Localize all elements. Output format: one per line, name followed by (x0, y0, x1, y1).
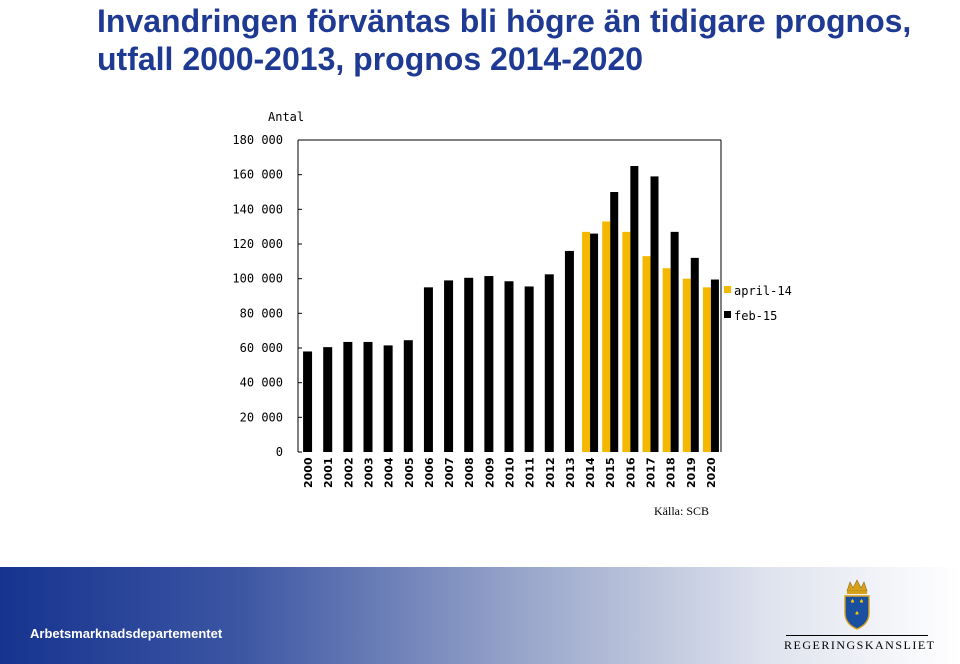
x-tick-label: 2002 (342, 457, 355, 488)
x-tick-label: 2013 (564, 457, 577, 488)
y-tick-label: 0 (276, 445, 283, 459)
x-tick-label: 2014 (584, 457, 597, 488)
bar-feb-15-2000 (303, 351, 313, 452)
page-title-line-1: Invandringen förväntas bli högre än tidi… (97, 3, 912, 39)
y-tick-label: 160 000 (232, 168, 283, 182)
bar-feb-15-2003 (363, 341, 373, 452)
legend-label-feb-15: feb-15 (734, 309, 777, 323)
logo-text: REGERINGSKANSLIET (784, 638, 936, 652)
x-tick-label: 2010 (504, 457, 517, 488)
bar-feb-15-2016 (630, 166, 639, 452)
bar-feb-15-2007 (444, 280, 454, 452)
bar-feb-15-2006 (423, 287, 433, 452)
y-tick-label: 140 000 (232, 202, 283, 216)
x-tick-label: 2020 (705, 457, 718, 488)
x-tick-label: 2011 (524, 457, 537, 488)
x-tick-label: 2001 (322, 457, 335, 488)
crown-shield-icon (844, 579, 870, 630)
bar-april-14-2014 (582, 231, 591, 452)
bar-april-14-2018 (662, 268, 671, 452)
legend-swatch-april-14 (724, 286, 731, 293)
x-tick-label: 2000 (302, 457, 315, 488)
bar-feb-15-2005 (403, 340, 413, 452)
page-title: Invandringen förväntas bli högre än tidi… (97, 2, 911, 78)
x-tick-label: 2019 (685, 457, 698, 488)
bar-feb-15-2008 (464, 277, 474, 452)
bar-april-14-2019 (682, 278, 691, 452)
x-tick-label: 2006 (423, 457, 436, 488)
bar-feb-15-2002 (343, 341, 353, 452)
x-tick-label: 2008 (463, 457, 476, 488)
bar-feb-15-2009 (484, 276, 494, 452)
y-axis-title: Antal (268, 110, 304, 124)
bar-feb-15-2015 (610, 192, 619, 452)
bar-feb-15-2011 (524, 286, 534, 452)
x-tick-label: 2015 (604, 457, 617, 488)
footer-bar: Arbetsmarknadsdepartementet REGERINGSKAN… (0, 567, 960, 664)
x-tick-label: 2009 (483, 457, 496, 488)
bar-april-14-2020 (702, 287, 711, 452)
department-name: Arbetsmarknadsdepartementet (30, 626, 223, 641)
bar-feb-15-2001 (323, 347, 333, 452)
bar-feb-15-2020 (710, 279, 719, 452)
government-logo: REGERINGSKANSLIET (784, 577, 936, 657)
y-tick-label: 40 000 (240, 376, 283, 390)
bar-chart: Antal 0 20 000 40 000 60 000 80 000 100 000 120… (232, 110, 792, 488)
y-tick-label: 180 000 (232, 133, 283, 147)
legend-swatch-feb-15 (724, 311, 731, 318)
bar-april-14-2015 (602, 221, 611, 452)
x-tick-label: 2003 (363, 457, 376, 488)
legend-label-april-14: april-14 (734, 284, 792, 298)
bar-feb-15-2010 (504, 281, 514, 452)
bar-feb-15-2004 (383, 345, 393, 452)
bar-feb-15-2017 (650, 176, 659, 452)
y-tick-label: 20 000 (240, 410, 283, 424)
source-note: Källa: SCB (654, 504, 710, 518)
bar-feb-15-2018 (670, 231, 679, 452)
x-tick-label: 2007 (443, 457, 456, 488)
logo-divider (786, 635, 928, 636)
x-tick-label: 2017 (645, 457, 658, 488)
x-tick-label: 2004 (383, 457, 396, 488)
bar-feb-15-2019 (690, 257, 699, 452)
bar-april-14-2016 (622, 231, 631, 452)
page-title-line-2: utfall 2000-2013, prognos 2014-2020 (97, 41, 644, 77)
bar-feb-15-2014 (590, 233, 599, 452)
bar-april-14-2017 (642, 256, 651, 452)
bar-feb-15-2012 (544, 274, 554, 452)
x-tick-label: 2012 (544, 457, 557, 488)
bar-feb-15-2013 (564, 250, 574, 452)
y-tick-label: 60 000 (240, 341, 283, 355)
y-tick-label: 100 000 (232, 272, 283, 286)
x-tick-label: 2018 (665, 457, 678, 488)
x-tick-label: 2016 (624, 457, 637, 488)
x-tick-label: 2005 (403, 457, 416, 488)
y-tick-label: 80 000 (240, 306, 283, 320)
y-tick-label: 120 000 (232, 237, 283, 251)
